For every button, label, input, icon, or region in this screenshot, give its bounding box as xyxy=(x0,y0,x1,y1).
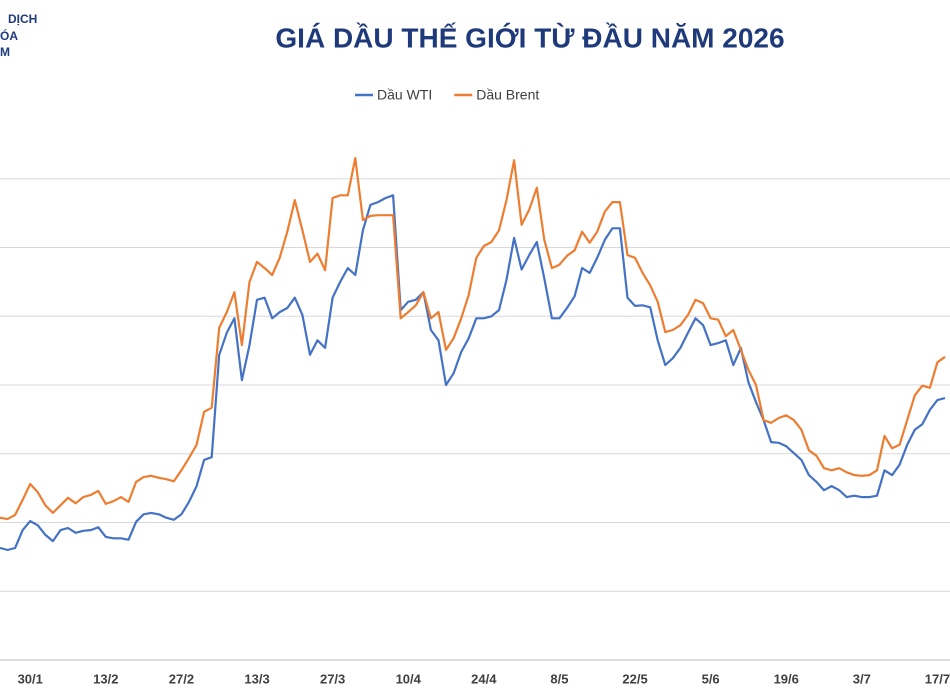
data-line xyxy=(0,194,946,552)
chart-title: GIÁ DẦU THẾ GIỚI TỪ ĐẦU NĂM 2026 xyxy=(275,22,784,53)
x-tick-label: 24/4 xyxy=(471,671,497,686)
x-tick-label: 19/6 xyxy=(774,671,799,686)
data-line xyxy=(0,157,946,521)
x-tick-label: 10/4 xyxy=(396,671,422,686)
x-tick-label: 27/2 xyxy=(169,671,194,686)
x-tick-label: 22/5 xyxy=(622,671,647,686)
logo-text: M xyxy=(0,45,10,59)
logo-text: ÓA xyxy=(0,28,18,43)
logo-text: DỊCH xyxy=(8,12,37,26)
logo: DỊCH ÓA M xyxy=(0,12,37,59)
x-tick-label: 13/2 xyxy=(93,671,118,686)
x-tick-label: 13/3 xyxy=(244,671,269,686)
x-tick-label: 5/6 xyxy=(702,671,720,686)
x-tick-label: 27/3 xyxy=(320,671,345,686)
legend-label: Dầu WTI xyxy=(377,87,432,103)
legend-label: Dầu Brent xyxy=(476,87,539,103)
x-tick-label: 17/7 xyxy=(925,671,950,686)
x-tick-label: 8/5 xyxy=(550,671,568,686)
x-tick-label: 30/1 xyxy=(18,671,43,686)
x-tick-label: 3/7 xyxy=(853,671,871,686)
